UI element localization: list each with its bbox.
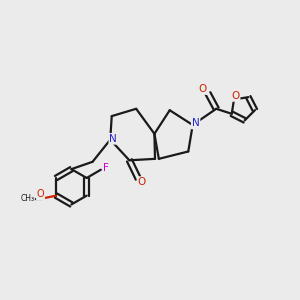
Text: N: N (109, 134, 117, 144)
Text: O: O (199, 84, 207, 94)
Text: F: F (103, 163, 109, 173)
Text: O: O (37, 190, 44, 200)
Text: CH₃: CH₃ (20, 194, 34, 203)
Text: O: O (138, 177, 146, 187)
Text: O: O (231, 91, 240, 101)
Text: N: N (192, 118, 200, 128)
